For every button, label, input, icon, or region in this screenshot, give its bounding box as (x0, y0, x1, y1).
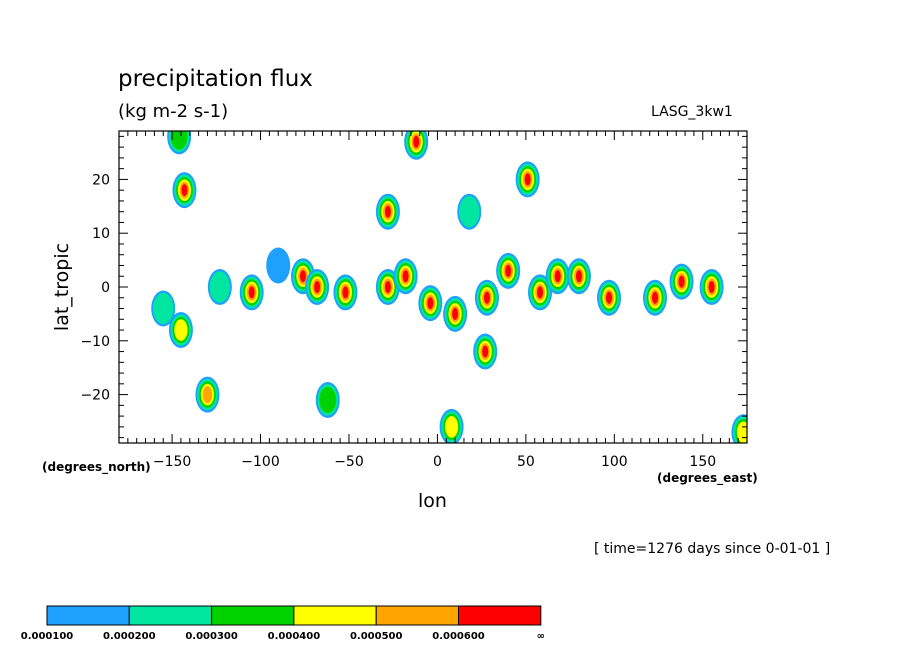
x-unit-label: (degrees_east) (657, 471, 758, 485)
y-tick-label: 0 (101, 280, 110, 296)
precip-cell (315, 381, 340, 418)
precip-cell (393, 258, 418, 295)
colorbar-label: ∞ (537, 631, 545, 642)
x-tick-label: −100 (241, 454, 279, 470)
precip-contour-level-6 (413, 135, 420, 148)
precip-contour-level-6 (384, 205, 391, 218)
precip-contour-level-6 (554, 270, 561, 283)
colorbar-swatch (211, 605, 295, 626)
precip-contour-level-6 (505, 264, 512, 277)
precip-contour-level-6 (537, 286, 544, 299)
precip-cell (545, 258, 570, 295)
precip-cell (266, 247, 291, 284)
colorbar-swatch (293, 605, 377, 626)
precip-contour-level-4 (444, 416, 459, 438)
precip-cell (172, 172, 197, 209)
precip-cell (195, 376, 220, 413)
precip-cell (404, 131, 429, 160)
colorbar-swatch (458, 605, 542, 626)
precip-cell (418, 285, 443, 322)
precip-cell (167, 131, 192, 155)
precip-contour-level-6 (708, 281, 715, 293)
precip-contour-level-4 (736, 421, 747, 443)
precip-cell (443, 295, 468, 332)
precip-contour-level-6 (524, 173, 531, 186)
precip-contour-level-6 (575, 270, 582, 283)
precip-cell (515, 161, 540, 198)
chart-title: precipitation flux (118, 66, 313, 92)
precip-contour-level-6 (402, 270, 409, 283)
colorbar-label: 0.000100 (21, 631, 74, 642)
precip-cell (375, 193, 400, 230)
colorbar-label: 0.000300 (185, 631, 238, 642)
precip-contour-level-6 (299, 270, 306, 283)
precip-cell (333, 274, 358, 311)
precip-cell (496, 252, 521, 289)
precip-cell (207, 269, 232, 305)
x-tick-label: −150 (153, 454, 191, 470)
x-tick-label: 150 (689, 454, 716, 470)
precip-contour-level-6 (342, 286, 349, 299)
precip-cell (528, 274, 553, 311)
precip-cell (305, 269, 330, 305)
precip-cell (457, 193, 482, 230)
x-tick-label: 50 (517, 454, 535, 470)
y-tick-label: 10 (92, 226, 110, 242)
colorbar-label: 0.000500 (350, 631, 403, 642)
precip-contour-level-2 (153, 292, 174, 325)
precip-contour-level-6 (606, 291, 613, 304)
precip-cell (151, 290, 176, 327)
colorbar-swatch (46, 605, 130, 626)
precip-cell (699, 269, 724, 305)
x-tick-label: −50 (334, 454, 364, 470)
precip-cell (597, 279, 622, 316)
y-tick-label: −20 (80, 388, 110, 404)
colorbar-swatch (375, 605, 460, 626)
precip-cell (168, 312, 193, 349)
precip-contour-level-5 (202, 386, 213, 403)
x-axis-ticks: −150 −100 −50 0 50 100 150 (127, 131, 748, 470)
precip-contour-level-6 (652, 291, 659, 304)
chart-units: (kg m-2 s-1) (118, 101, 229, 122)
precip-cell (669, 263, 694, 300)
colorbar-label: 0.000600 (432, 631, 485, 642)
precip-contour-level-6 (427, 297, 434, 310)
model-name: LASG_3kw1 (651, 104, 733, 120)
precip-contour-level-6 (314, 281, 321, 293)
colorbar-swatch (128, 605, 213, 626)
colorbar-label: 0.000200 (103, 631, 156, 642)
y-tick-label: −10 (80, 334, 110, 350)
precip-contour-level-6 (483, 291, 490, 304)
precip-contour-level-6 (181, 184, 188, 197)
precip-cell (473, 333, 498, 370)
precip-contour-level-3 (170, 131, 188, 150)
precip-contour-level-6 (248, 286, 255, 299)
y-axis-ticks: −20 −10 0 10 20 (80, 135, 747, 439)
precip-cell (474, 279, 499, 316)
precip-contour-level-4 (174, 319, 188, 341)
precip-cell (731, 414, 747, 443)
x-tick-label: 0 (433, 454, 442, 470)
precip-cell (643, 279, 668, 316)
precip-cell (566, 258, 591, 295)
time-label: [ time=1276 days since 0-01-01 ] (594, 541, 831, 557)
precip-contour-level-6 (678, 275, 685, 288)
x-axis-label: lon (418, 490, 447, 512)
precip-contour-level-1 (266, 247, 291, 284)
precip-contour-level-6 (384, 281, 391, 293)
colorbar-label: 0.000400 (268, 631, 321, 642)
contour-cells (151, 131, 747, 443)
precip-contour-level-2 (459, 196, 480, 228)
colorbar: 0.000100 0.000200 0.000300 0.000400 0.000500… (21, 605, 545, 642)
y-tick-label: 20 (92, 172, 110, 188)
x-tick-label: 100 (601, 454, 628, 470)
precip-contour-level-6 (452, 307, 459, 320)
precip-contour-level-2 (209, 271, 231, 303)
y-unit-label: (degrees_north) (42, 460, 151, 474)
precip-contour-level-3 (319, 386, 337, 414)
precip-cell (239, 274, 264, 311)
precip-contour-level-6 (482, 345, 489, 358)
precip-cell (439, 408, 464, 443)
